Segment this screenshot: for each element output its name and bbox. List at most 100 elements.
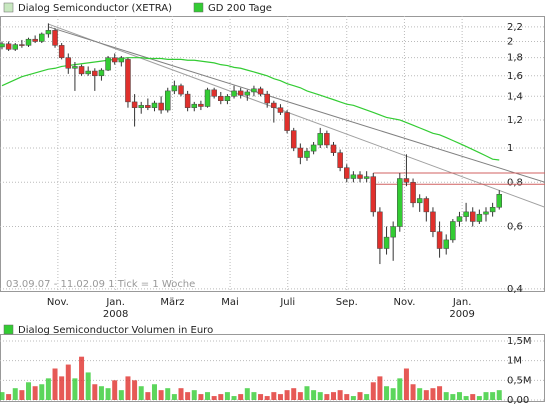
candle-body <box>191 103 198 108</box>
x-tick-label: Nov. <box>47 297 69 308</box>
candle-body <box>397 178 403 227</box>
legend-swatch <box>3 324 14 335</box>
candle-body <box>125 59 131 103</box>
volume-bar <box>79 356 85 400</box>
volume-bar <box>437 386 443 400</box>
volume-bar <box>476 396 482 400</box>
volume-bar <box>145 392 151 400</box>
candle-body <box>430 211 436 232</box>
candle-body <box>98 69 105 77</box>
y-tick-label: 1 <box>507 143 513 154</box>
candle-body <box>469 211 476 222</box>
candle-body <box>337 152 343 168</box>
volume-bar <box>92 384 98 400</box>
candle-body <box>218 96 224 101</box>
volume-bar <box>483 392 489 400</box>
volume-bar <box>211 396 217 400</box>
volume-bar <box>65 364 71 400</box>
candle-body <box>151 102 158 108</box>
candle-body <box>145 105 151 108</box>
volume-bar <box>19 390 25 400</box>
volume-bar <box>198 394 204 400</box>
candle-body <box>138 105 144 108</box>
candle-body <box>463 211 469 217</box>
candle-body <box>32 38 38 42</box>
volume-bar <box>324 394 330 400</box>
candle-body <box>370 176 377 213</box>
volume-bar <box>258 394 264 400</box>
candle-body <box>483 211 489 215</box>
y-tick-label: 1,8 <box>507 53 523 64</box>
volume-bar <box>105 388 111 400</box>
volume-bar <box>397 378 403 400</box>
volume-bar <box>330 392 336 400</box>
x-tick-label: Jan. <box>105 297 125 308</box>
volume-bar <box>12 388 18 400</box>
legend-label: GD 200 Tage <box>208 3 272 14</box>
legend-swatch <box>193 2 204 13</box>
candle-body <box>211 89 217 97</box>
x-tick-label: Juli <box>279 297 295 308</box>
volume-bar <box>357 392 363 400</box>
y-tick-label: 2 <box>507 36 513 47</box>
volume-bar <box>125 376 131 400</box>
candle-body <box>25 38 32 46</box>
candle-body <box>12 44 18 50</box>
volume-bar <box>118 390 124 400</box>
candle-body <box>383 236 390 249</box>
candle-body <box>357 174 363 179</box>
candle-body <box>496 194 503 208</box>
volume-bar <box>311 390 317 400</box>
volume-bar <box>277 394 283 400</box>
candle-body <box>131 101 138 108</box>
volume-bar <box>417 388 423 400</box>
volume-bar <box>132 380 138 400</box>
y-tick-label: 1,2 <box>507 115 523 126</box>
y-tick-label: 0,5M <box>507 375 532 386</box>
volume-bar <box>72 378 78 400</box>
candle-body <box>251 88 257 93</box>
volume-bar <box>26 382 32 400</box>
candle-body <box>271 102 277 108</box>
volume-bar <box>443 392 449 400</box>
volume-bar <box>403 368 409 400</box>
candle-body <box>178 85 184 95</box>
y-tick-label: 2,2 <box>507 22 523 33</box>
y-tick-label: 1,4 <box>507 91 523 102</box>
volume-bar <box>284 390 290 400</box>
volume-bar <box>490 392 496 400</box>
volume-bar <box>304 386 310 400</box>
candle-body <box>5 43 12 50</box>
volume-bar <box>52 368 58 400</box>
candle-body <box>377 211 383 249</box>
candle-body <box>297 147 304 158</box>
volume-bar <box>231 396 237 400</box>
volume-bar <box>364 394 370 400</box>
volume-bar <box>112 380 118 400</box>
x-tick-label: Nov. <box>393 297 415 308</box>
candle-body <box>324 133 330 146</box>
volume-bar <box>178 388 184 400</box>
volume-bar <box>384 386 390 400</box>
candle-body <box>111 57 118 63</box>
volume-bar <box>6 394 12 400</box>
candle-body <box>450 221 456 241</box>
candle-body <box>45 30 52 35</box>
candle-body <box>19 44 25 46</box>
candle-body <box>244 91 251 96</box>
candle-body <box>344 167 350 179</box>
candle-body <box>231 90 237 97</box>
candle-body <box>363 176 370 179</box>
candle-body <box>284 112 290 131</box>
candle-body <box>390 226 396 238</box>
candle-body <box>39 33 45 42</box>
volume-bar <box>470 394 476 400</box>
volume-bar <box>45 378 51 400</box>
legend-label: Dialog Semiconductor Volumen in Euro <box>18 325 213 336</box>
candle-body <box>58 45 65 58</box>
volume-bar <box>430 388 436 400</box>
candle-body <box>52 30 58 46</box>
candle-body <box>310 144 317 152</box>
volume-bar <box>218 394 224 400</box>
